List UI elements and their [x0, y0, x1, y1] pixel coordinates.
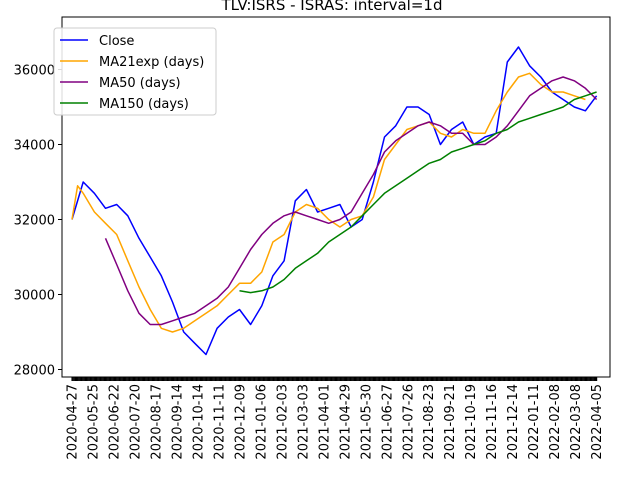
x-tick-label: 2021-01-06	[254, 384, 269, 460]
x-tick-label: 2021-04-29	[338, 384, 353, 460]
x-axis: 2020-04-27 2020-05-25 2020-06-22 2020-07-20…	[66, 377, 605, 460]
x-tick-label: 2020-04-27	[66, 384, 81, 460]
legend-label: Close	[99, 34, 134, 49]
chart-title: TLV:ISRS - ISRAS: interval=1d	[221, 0, 443, 14]
x-tick-label: 2020-05-25	[87, 384, 102, 460]
x-tick-label: 2021-05-30	[359, 384, 374, 460]
x-tick-label: 2020-09-14	[171, 384, 186, 460]
x-tick-label: 2022-03-08	[569, 384, 584, 460]
x-tick-label: 2021-11-16	[485, 384, 500, 460]
y-tick-label: 36000	[14, 64, 55, 79]
series-line-ma150-days	[239, 91, 597, 294]
legend-label: MA150 (days)	[99, 97, 189, 112]
x-tick-label: 2021-10-19	[464, 384, 479, 460]
x-tick-label: 2021-06-27	[380, 384, 395, 460]
x-tick-label: 2020-11-11	[212, 384, 227, 460]
series-line-ma21exp-days	[71, 72, 586, 333]
x-tick-label: 2021-07-26	[401, 384, 416, 460]
x-tick-label: 2021-09-21	[443, 384, 458, 460]
y-tick-label: 30000	[14, 289, 55, 304]
y-tick-label: 28000	[14, 364, 55, 379]
x-tick-label: 2022-04-05	[590, 384, 605, 460]
series-line-ma50-days	[104, 76, 598, 326]
x-tick-label: 2021-12-14	[506, 384, 521, 460]
x-tick-label: 2020-06-22	[108, 384, 123, 460]
x-tick-label: 2021-02-03	[275, 384, 290, 460]
series-line-close	[71, 46, 598, 356]
legend: Close MA21exp (days) MA50 (days) MA150 (day…	[53, 27, 217, 116]
y-tick-label: 34000	[14, 139, 55, 154]
x-tick-label: 2020-08-17	[150, 384, 165, 460]
x-tick-label: 2021-04-01	[317, 384, 332, 460]
x-tick-label: 2021-08-23	[422, 384, 437, 460]
x-tick-label: 2022-01-11	[527, 384, 542, 460]
x-tick-label: 2020-07-20	[129, 384, 144, 460]
x-tick-label: 2022-02-08	[548, 384, 563, 460]
x-tick-label: 2020-12-09	[233, 384, 248, 460]
x-tick-label: 2020-10-14	[191, 384, 206, 460]
legend-box	[53, 27, 217, 116]
legend-label: MA50 (days)	[99, 76, 181, 91]
series-group	[71, 46, 598, 356]
y-axis: 28000 30000 32000 34000 36000	[14, 64, 62, 379]
legend-label: MA21exp (days)	[99, 55, 204, 70]
y-tick-label: 32000	[14, 214, 55, 229]
x-tick-label: 2021-03-03	[296, 384, 311, 460]
